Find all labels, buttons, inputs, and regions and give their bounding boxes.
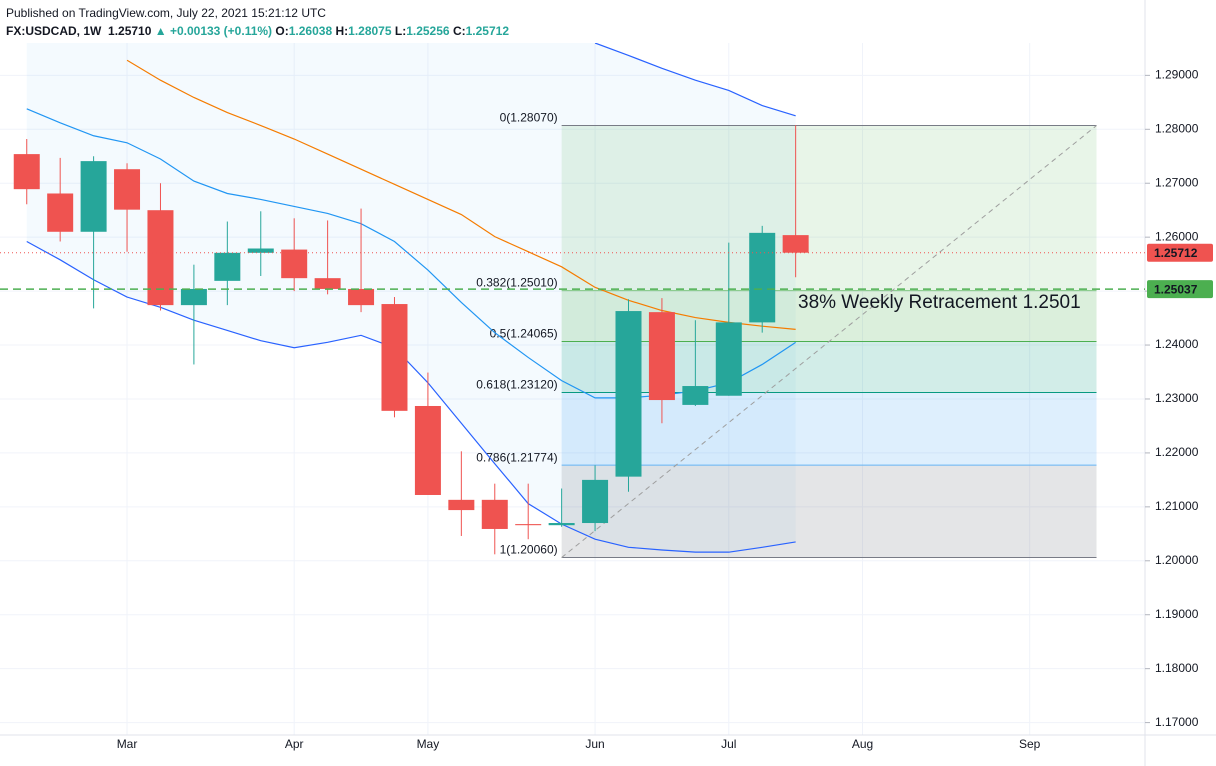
candle-body — [582, 479, 609, 524]
candle-body — [214, 252, 241, 281]
price-label: 1.25712 — [1154, 246, 1198, 260]
trend-line — [561, 125, 1097, 558]
ohlc-value: 1.28075 — [348, 24, 392, 38]
ohlc-key: O: — [275, 24, 289, 38]
fib-label: 0.382(1.25010) — [476, 276, 557, 290]
candle-body — [80, 161, 107, 232]
candle-body — [47, 193, 74, 232]
candle-body — [515, 524, 542, 526]
candle-body — [448, 499, 475, 511]
ohlc: O:1.26038 H:1.28075 L:1.25256 C:1.25712 — [275, 24, 509, 38]
fib-zone — [561, 341, 1097, 393]
y-tick-label: 1.17000 — [1155, 715, 1199, 729]
header: Published on TradingView.com, July 22, 2… — [6, 4, 509, 40]
y-tick-label: 1.19000 — [1155, 607, 1199, 621]
ohlc-key: L: — [394, 24, 407, 38]
indicator-line — [126, 59, 796, 330]
annotation: 38% Weekly Retracement 1.2501 — [798, 292, 1081, 313]
price-label: 1.25037 — [1154, 282, 1198, 296]
candle-body — [715, 322, 742, 396]
fib-zone — [561, 392, 1097, 466]
ohlc-key: C: — [452, 24, 466, 38]
fib-label: 0.5(1.24065) — [490, 327, 558, 341]
candle-body — [314, 278, 341, 289]
fib-label: 1(1.20060) — [500, 543, 558, 557]
x-tick-label: Mar — [117, 737, 138, 751]
candle-body — [247, 248, 274, 253]
x-tick-label: Aug — [852, 737, 873, 751]
published: Published on TradingView.com, July 22, 2… — [6, 6, 326, 20]
y-tick-label: 1.29000 — [1155, 68, 1199, 82]
y-tick-label: 1.26000 — [1155, 229, 1199, 243]
x-tick-label: Apr — [285, 737, 304, 751]
candle-body — [114, 169, 141, 210]
ohlc-value: 1.26038 — [288, 24, 333, 38]
indicator-line — [594, 43, 796, 117]
y-tick-label: 1.22000 — [1155, 445, 1199, 459]
candle-body — [348, 288, 375, 306]
candle-body — [281, 249, 308, 279]
candle-body — [147, 210, 174, 306]
candle-body — [13, 154, 40, 190]
candle-body — [548, 523, 575, 526]
symbol: FX:USDCAD, 1W — [6, 24, 102, 38]
y-tick-label: 1.24000 — [1155, 337, 1199, 351]
indicator-line — [26, 240, 796, 553]
x-tick-label: Sep — [1019, 737, 1041, 751]
candle-body — [180, 288, 207, 306]
fib-label: 0(1.28070) — [500, 111, 558, 125]
candle-body — [381, 304, 408, 411]
y-tick-label: 1.23000 — [1155, 391, 1199, 405]
ohlc-key: H: — [335, 24, 349, 38]
x-tick-label: May — [417, 737, 440, 751]
y-tick-label: 1.27000 — [1155, 175, 1199, 189]
fib-zone — [561, 465, 1097, 558]
change: ▲ +0.00133 (+0.11%) — [154, 24, 273, 38]
candle-body — [782, 235, 809, 253]
candle-body — [414, 405, 441, 495]
fib-zone — [561, 125, 1097, 291]
candle-body — [648, 312, 675, 401]
ohlc-value: 1.25712 — [465, 24, 509, 38]
y-tick-label: 1.21000 — [1155, 499, 1199, 513]
fib-label: 0.786(1.21774) — [476, 450, 557, 464]
x-tick-label: Jul — [721, 737, 736, 751]
candle-body — [682, 386, 709, 405]
band-fill — [26, 43, 796, 553]
candle-body — [749, 232, 776, 323]
price-label-box — [1147, 280, 1213, 299]
candle-body — [615, 311, 642, 477]
symbol-line: FX:USDCAD, 1W 1.25710 ▲ +0.00133 (+0.11%… — [6, 22, 509, 40]
ohlc-value: 1.25256 — [406, 24, 450, 38]
candle-body — [481, 499, 508, 529]
y-tick-label: 1.18000 — [1155, 661, 1199, 675]
last-price: 1.25710 — [108, 24, 152, 38]
plot: 0(1.28070) 0.382(1.25010) 0.5(1.24065) 0.61… — [0, 43, 1145, 735]
y-tick-label: 1.20000 — [1155, 553, 1199, 567]
price-label-box — [1147, 243, 1213, 262]
y-tick-label: 1.28000 — [1155, 121, 1199, 135]
fib-label: 0.618(1.23120) — [476, 378, 557, 392]
x-tick-label: Jun — [585, 737, 604, 751]
